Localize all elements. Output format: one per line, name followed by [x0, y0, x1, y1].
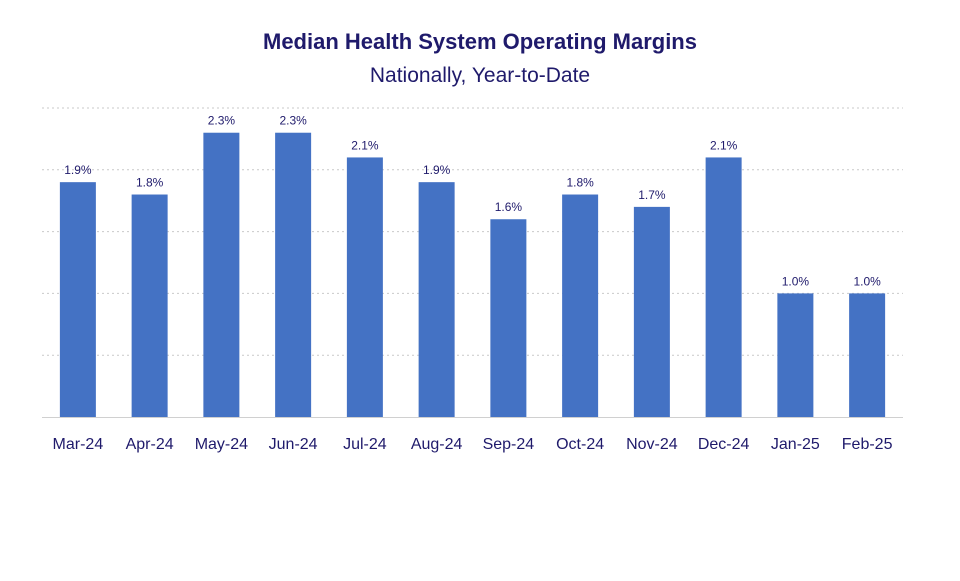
data-label: 1.9%	[423, 163, 451, 177]
x-tick-label: Jan-25	[771, 436, 820, 453]
x-tick-label: May-24	[195, 436, 248, 453]
bar-jun-24	[275, 132, 312, 417]
x-tick-label: Sep-24	[483, 436, 535, 453]
data-labels: 1.9% 1.8% 2.3% 2.3% 2.1% 1.9% 1.6% 1.8% 1.7% 2.1%…	[64, 114, 881, 289]
data-label: 2.3%	[208, 114, 236, 128]
x-tick-label: Jun-24	[269, 436, 318, 453]
x-tick-label: Apr-24	[126, 436, 174, 453]
x-tick-label: Mar-24	[53, 436, 104, 453]
bar-nov-24	[633, 206, 670, 417]
bar-aug-24	[418, 182, 455, 417]
data-label: 2.3%	[279, 114, 307, 128]
x-tick-label: Nov-24	[626, 436, 678, 453]
bar-dec-24	[705, 157, 742, 417]
bar-apr-24	[131, 194, 168, 417]
data-label: 1.9%	[64, 163, 92, 177]
data-label: 2.1%	[710, 138, 738, 152]
bar-sep-24	[490, 219, 527, 417]
chart-title: Median Health System Operating Margins	[263, 29, 697, 54]
data-label: 1.8%	[136, 176, 164, 190]
data-label: 1.0%	[782, 274, 810, 288]
bar-may-24	[203, 132, 240, 417]
x-tick-label: Dec-24	[698, 436, 750, 453]
bar-jul-24	[346, 157, 383, 417]
x-axis-tick-labels: Mar-24 Apr-24 May-24 Jun-24 Jul-24 Aug-24 Sep-…	[53, 436, 893, 453]
x-tick-label: Feb-25	[842, 436, 893, 453]
data-label: 2.1%	[351, 138, 379, 152]
x-tick-label: Aug-24	[411, 436, 463, 453]
data-label: 1.0%	[853, 274, 881, 288]
bar-oct-24	[562, 194, 599, 417]
x-tick-label: Oct-24	[556, 436, 604, 453]
bars	[59, 132, 886, 417]
bar-feb-25	[849, 293, 886, 417]
data-label: 1.8%	[566, 176, 594, 190]
gridlines	[42, 107, 903, 356]
data-label: 1.7%	[638, 188, 666, 202]
bar-mar-24	[59, 182, 96, 417]
chart-subtitle: Nationally, Year-to-Date	[370, 64, 590, 87]
x-tick-label: Jul-24	[343, 436, 387, 453]
bar-jan-25	[777, 293, 814, 417]
data-label: 1.6%	[495, 200, 523, 214]
